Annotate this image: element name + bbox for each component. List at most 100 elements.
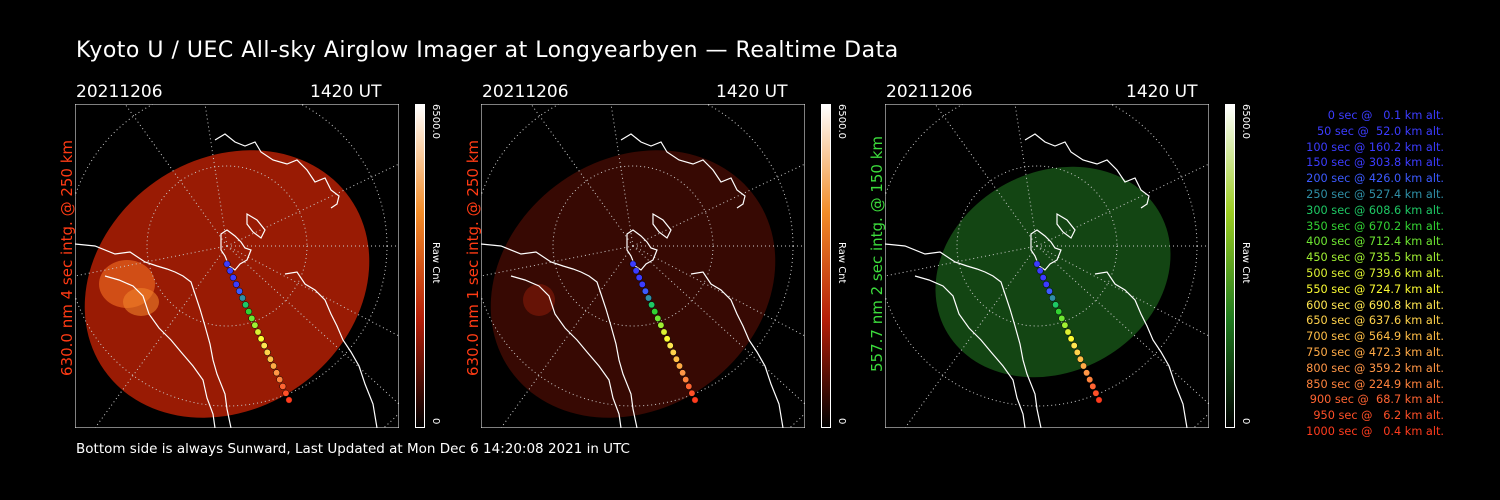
legend-row: 650 sec @ 637.6 km alt. <box>1306 314 1444 328</box>
trajectory-point <box>688 389 696 397</box>
trajectory-point <box>1067 335 1075 343</box>
panel-1-colorbar-min: 0 <box>430 418 441 425</box>
panel-1-time: 1420 UT <box>310 82 382 102</box>
trajectory-point <box>239 294 246 302</box>
legend-row: 250 sec @ 527.4 km alt. <box>1306 187 1444 201</box>
panel-1-allsky-image <box>75 104 399 428</box>
trajectory-legend: 0 sec @ 0.1 km alt. 50 sec @ 52.0 km alt… <box>1260 108 1444 440</box>
trajectory-point <box>1052 301 1060 309</box>
panel-3-colorbar-max: 6500.0 <box>1240 104 1251 139</box>
trajectory-point <box>682 376 690 384</box>
panel-2-time: 1420 UT <box>716 82 788 102</box>
longitude-line <box>904 245 1038 428</box>
legend-row: 0 sec @ 0.1 km alt. <box>1320 109 1444 122</box>
island-outline <box>626 229 658 271</box>
trajectory-point <box>251 321 259 329</box>
island-outline <box>652 212 672 239</box>
legend-row: 700 sec @ 564.9 km alt. <box>1306 330 1444 344</box>
panel-2-wavelength-label: 630.0 nm 1 sec intg. @ 250 km <box>464 139 482 376</box>
trajectory-point <box>635 274 643 282</box>
panel-3-colorbar <box>1225 104 1235 428</box>
trajectory-point <box>279 382 287 390</box>
coastline <box>914 275 1026 428</box>
panel-3-allsky-image <box>885 104 1209 428</box>
trajectory-point <box>1064 328 1072 336</box>
longitude-line <box>94 245 228 428</box>
longitude-line <box>1036 245 1209 337</box>
panel-2-allsky-image <box>481 104 805 428</box>
legend-row: 300 sec @ 608.6 km alt. <box>1306 203 1444 217</box>
airglow-region <box>935 166 1171 378</box>
legend-row: 1000 sec @ 0.4 km alt. <box>1306 424 1444 438</box>
legend-row: 900 sec @ 68.7 km alt. <box>1309 393 1444 407</box>
island-outline <box>220 229 252 271</box>
trajectory-point <box>663 335 671 343</box>
trajectory-point <box>629 260 637 268</box>
trajectory-point <box>654 314 662 322</box>
trajectory-point <box>260 342 268 350</box>
trajectory-point <box>254 328 262 336</box>
legend-row: 200 sec @ 426.0 km alt. <box>1306 172 1444 186</box>
trajectory-point <box>657 321 665 329</box>
island-outline <box>1030 229 1062 271</box>
trajectory-point <box>235 287 243 295</box>
trajectory-point <box>1086 376 1094 384</box>
panel-1-colorbar <box>415 104 425 428</box>
longitude-line <box>632 245 805 337</box>
legend-row: 150 sec @ 303.8 km alt. <box>1306 156 1444 170</box>
trajectory-point <box>666 342 674 350</box>
trajectory-point <box>691 396 699 404</box>
coastline <box>214 133 340 209</box>
trajectory-point <box>242 301 250 309</box>
trajectory-point <box>672 355 680 363</box>
legend-row: 850 sec @ 224.9 km alt. <box>1306 377 1444 391</box>
coastline <box>284 271 378 428</box>
trajectory-point <box>1070 342 1078 350</box>
longitude-line <box>1036 245 1209 405</box>
legend-row: 50 sec @ 52.0 km alt. <box>1313 124 1444 138</box>
coastline <box>481 243 638 428</box>
panel-2-colorbar-min: 0 <box>836 418 847 425</box>
coastline <box>510 275 622 428</box>
legend-row: 350 sec @ 670.2 km alt. <box>1306 219 1444 233</box>
trajectory-point <box>669 348 677 356</box>
legend-row: 450 sec @ 735.5 km alt. <box>1306 251 1444 265</box>
trajectory-point <box>679 369 687 377</box>
trajectory-point <box>645 294 652 302</box>
trajectory-point <box>651 308 659 316</box>
panel-3-wavelength-label: 557.7 nm 2 sec intg. @ 150 km <box>868 135 886 372</box>
coastline <box>75 243 232 428</box>
longitude-line <box>500 245 634 428</box>
longitude-line <box>226 245 399 337</box>
coastline <box>1024 133 1150 209</box>
panel-3-time: 1420 UT <box>1126 82 1198 102</box>
coastline <box>620 133 746 209</box>
trajectory-point <box>263 348 271 356</box>
trajectory-point <box>1083 369 1091 377</box>
panel-2-colorbar <box>821 104 831 428</box>
trajectory-point <box>257 335 265 343</box>
trajectory-point <box>1080 362 1087 370</box>
trajectory-point <box>1055 308 1063 316</box>
legend-row: 600 sec @ 690.8 km alt. <box>1306 298 1444 312</box>
trajectory-point <box>632 267 640 275</box>
panel-1-colorbar-unit: Raw Cnt <box>430 242 441 284</box>
trajectory-point <box>1095 396 1103 404</box>
panel-3-colorbar-unit: Raw Cnt <box>1240 242 1251 284</box>
panel-2-colorbar-max: 6500.0 <box>836 104 847 139</box>
panel-1-wavelength-label: 630.0 nm 4 sec intg. @ 250 km <box>58 139 76 376</box>
trajectory-point <box>641 287 649 295</box>
panel-1-date: 20211206 <box>76 82 163 102</box>
airglow-region <box>490 150 776 418</box>
trajectory-point <box>229 274 237 282</box>
panel-2-colorbar-unit: Raw Cnt <box>836 242 847 284</box>
trajectory-point <box>685 382 693 390</box>
legend-row: 550 sec @ 724.7 km alt. <box>1306 282 1444 296</box>
legend-row: 750 sec @ 472.3 km alt. <box>1306 345 1444 359</box>
trajectory-point <box>1076 355 1084 363</box>
trajectory-point <box>1058 314 1066 322</box>
aurora-patch <box>123 288 159 316</box>
coastline <box>1094 271 1188 428</box>
legend-row: 100 sec @ 160.2 km alt. <box>1306 140 1444 154</box>
panel-2-date: 20211206 <box>482 82 569 102</box>
